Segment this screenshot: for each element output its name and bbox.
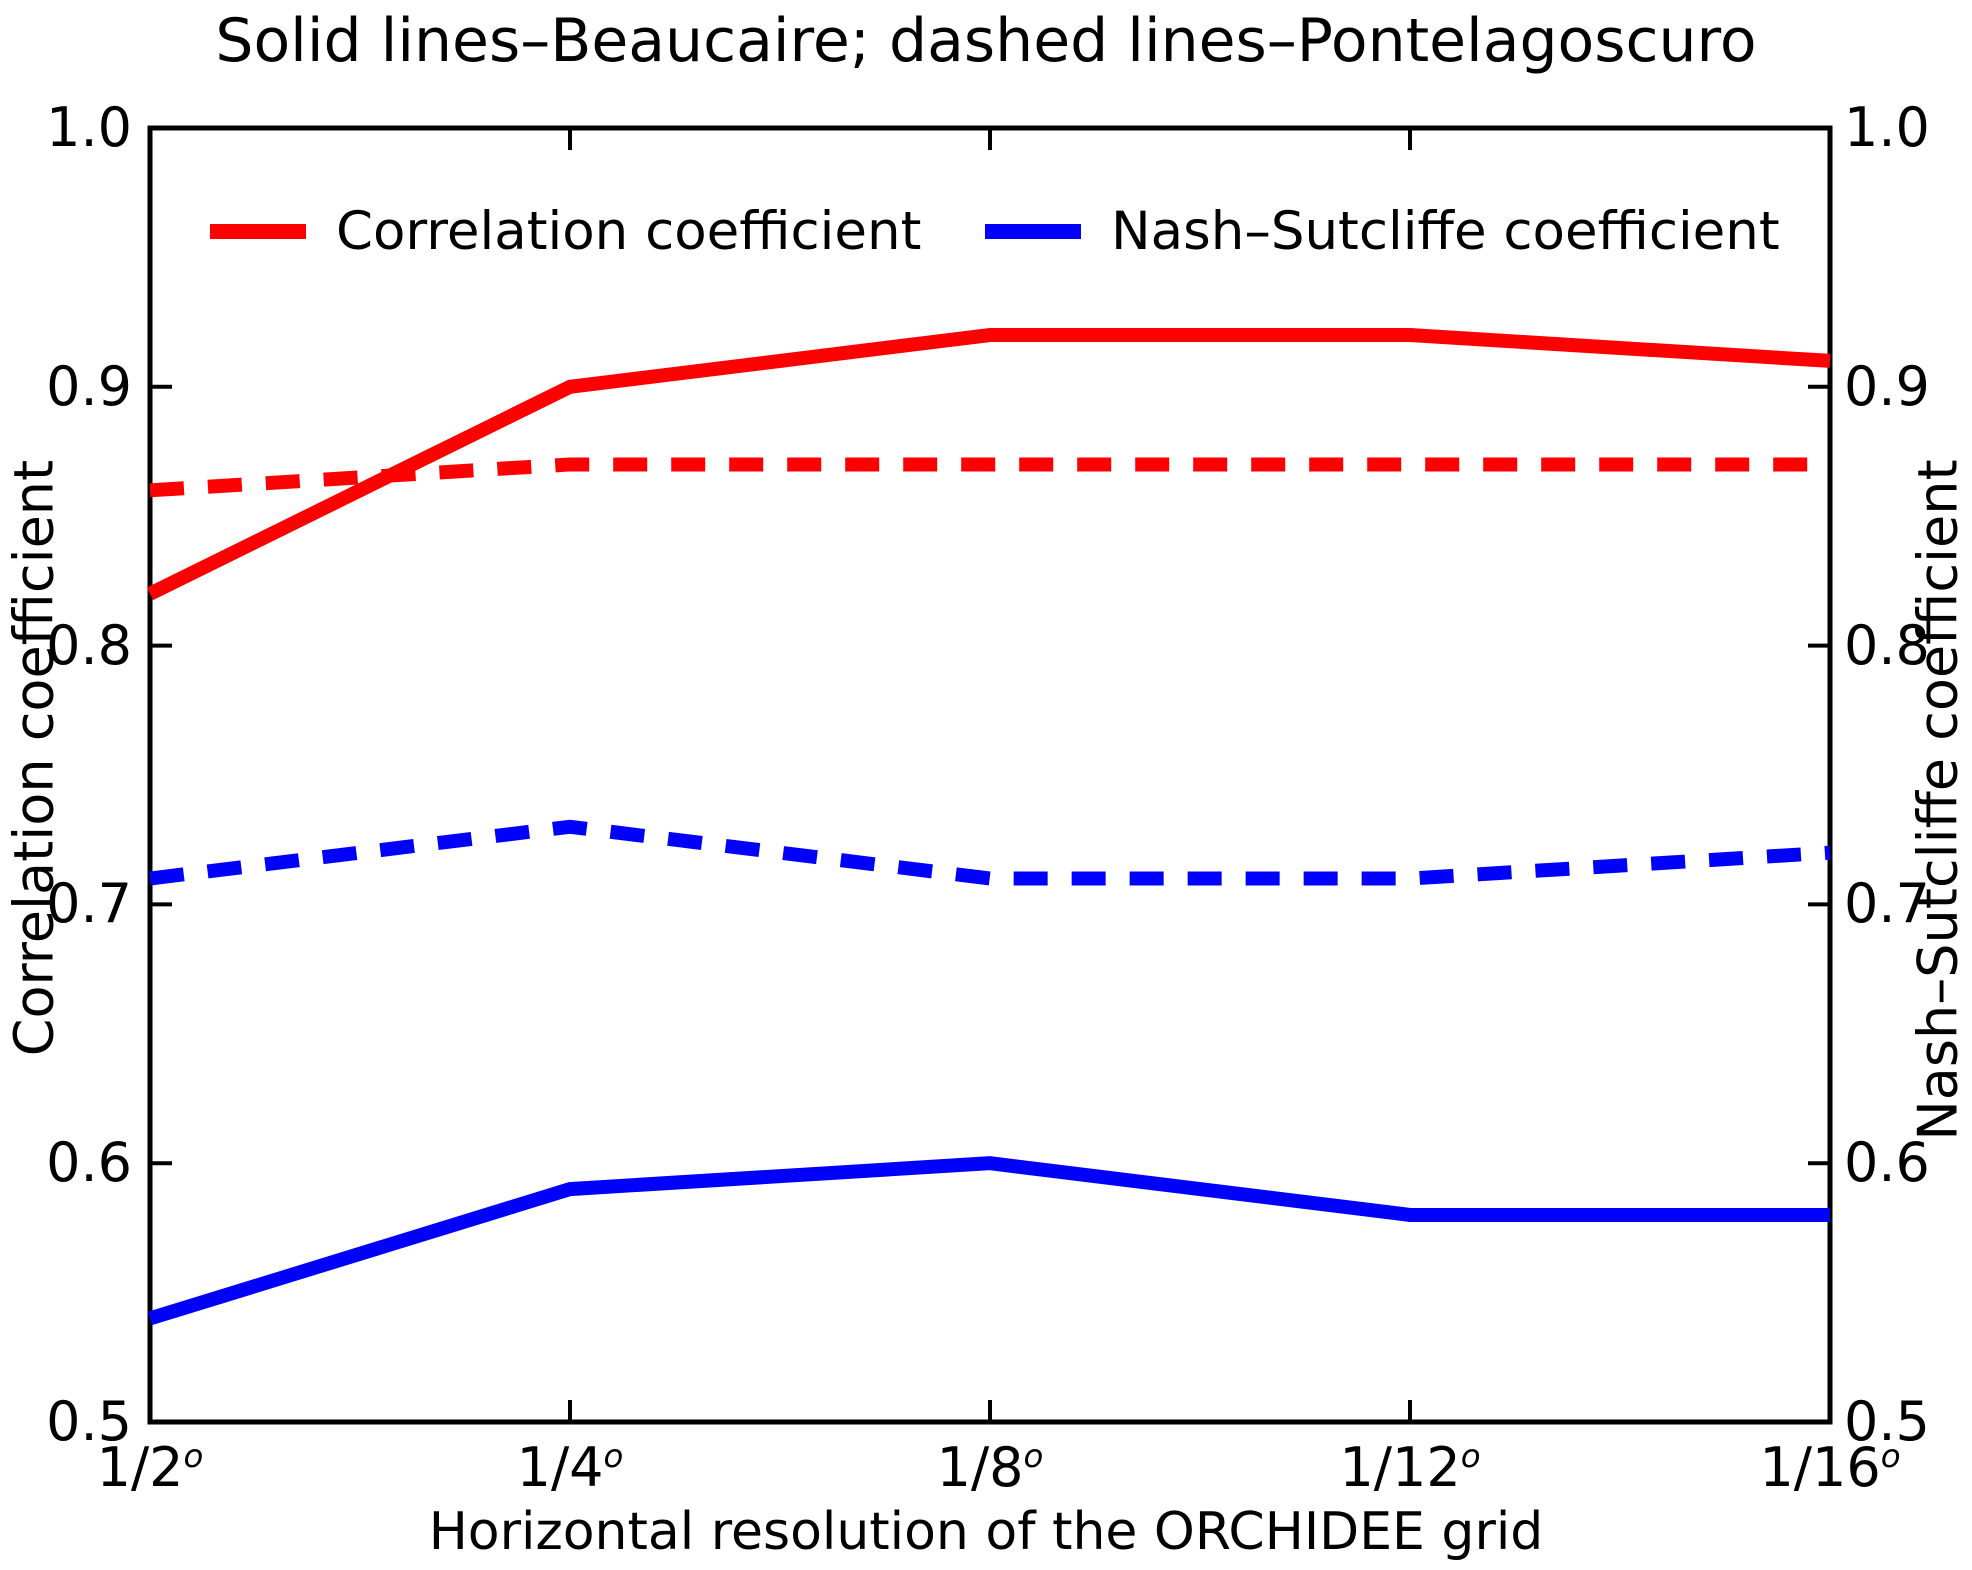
plot-frame xyxy=(147,125,1833,1425)
x-tick-label: 1/8o xyxy=(936,1436,1044,1499)
legend-label-nash-sutcliffe: Nash–Sutcliffe coefficient xyxy=(1111,200,1780,262)
y-tick-label-right: 0.8 xyxy=(1844,613,1930,677)
x-tick-label: 1/4o xyxy=(516,1436,624,1499)
x-axis-label: Horizontal resolution of the ORCHIDEE gr… xyxy=(428,1502,1544,1562)
y-tick-label-left: 0.6 xyxy=(46,1131,132,1195)
y-tick-label-right: 0.9 xyxy=(1844,354,1930,418)
y-tick-label-left: 0.5 xyxy=(46,1390,132,1453)
legend-label-correlation: Correlation coefficient xyxy=(336,200,922,262)
y-tick-label-left: 0.8 xyxy=(46,613,132,677)
y-tick-label-right: 0.5 xyxy=(1844,1390,1930,1453)
legend-item-nash-sutcliffe: Nash–Sutcliffe coefficient xyxy=(985,200,1780,262)
y-axis-label-right: Nash–Sutcliffe coefficient xyxy=(1906,459,1970,1141)
y-axis-label-left: Correlation coefficient xyxy=(2,459,66,1057)
y-tick-label-left: 1.0 xyxy=(46,96,132,159)
x-tick-label: 1/2o xyxy=(96,1436,204,1499)
series-line-2 xyxy=(147,1156,1830,1326)
y-tick-label-right: 0.6 xyxy=(1844,1131,1930,1195)
y-tick-label-right: 1.0 xyxy=(1844,96,1930,159)
y-tick-label-right: 0.7 xyxy=(1844,872,1930,936)
y-tick-label-left: 0.7 xyxy=(46,872,132,936)
x-tick-label: 1/12o xyxy=(1339,1436,1481,1499)
legend-swatch-nash-sutcliffe xyxy=(985,223,1081,239)
x-tick-label: 1/16o xyxy=(1759,1436,1901,1499)
legend-swatch-correlation xyxy=(210,223,306,239)
chart-title: Solid lines–Beaucaire; dashed lines–Pont… xyxy=(215,6,1757,76)
series-line-3 xyxy=(149,819,1831,886)
legend-item-correlation: Correlation coefficient xyxy=(210,200,921,262)
series-line-1 xyxy=(149,457,1830,498)
series-line-0 xyxy=(146,328,1831,601)
y-tick-label-left: 0.9 xyxy=(46,354,132,418)
